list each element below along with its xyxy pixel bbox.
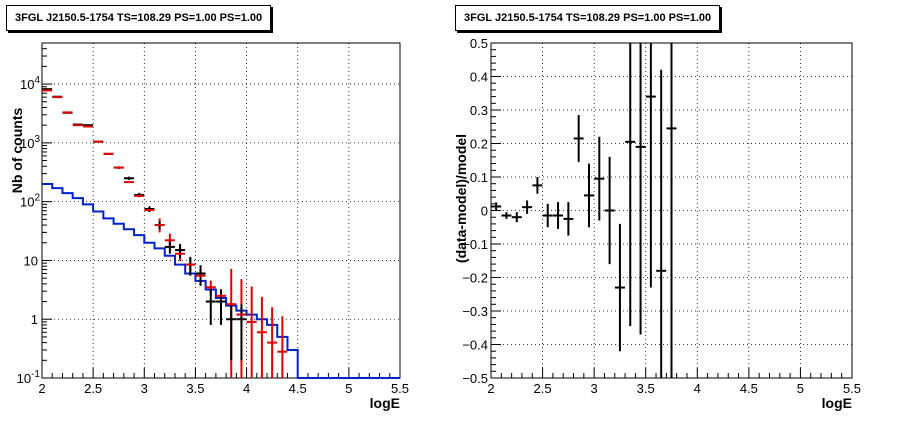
x-tick-label: 4 bbox=[694, 381, 701, 396]
x-tick-label: 3 bbox=[141, 381, 148, 396]
x-axis-label: logE bbox=[370, 395, 400, 411]
x-tick-label: 3.5 bbox=[637, 381, 655, 396]
source-model-histogram bbox=[42, 182, 400, 379]
x-tick-label: 2.5 bbox=[534, 381, 552, 396]
y-tick-label: 103 bbox=[20, 134, 40, 151]
y-tick-label: 0.4 bbox=[470, 70, 488, 85]
y-tick-label: 104 bbox=[20, 75, 40, 92]
y-tick-label: −0.5 bbox=[462, 371, 488, 386]
y-tick-label: 10-1 bbox=[17, 369, 41, 386]
left-plot-title: 3FGL J2150.5-1754 TS=108.29 PS=1.00 PS=1… bbox=[6, 5, 272, 31]
x-tick-label: 2 bbox=[487, 381, 494, 396]
y-tick-label: −0.2 bbox=[462, 271, 488, 286]
y-tick-label: 102 bbox=[20, 193, 40, 210]
y-tick-label: −0.1 bbox=[462, 237, 488, 252]
x-tick-label: 5 bbox=[797, 381, 804, 396]
y-tick-label: 0.5 bbox=[470, 36, 488, 51]
x-tick-label: 5 bbox=[345, 381, 352, 396]
y-axis-label: (data-model)/model bbox=[453, 134, 469, 263]
x-tick-label: 4.5 bbox=[740, 381, 758, 396]
y-tick-label: 0.1 bbox=[470, 170, 488, 185]
x-tick-label: 3 bbox=[591, 381, 598, 396]
x-tick-label: 2.5 bbox=[84, 381, 102, 396]
y-tick-label: 1 bbox=[31, 312, 38, 327]
x-tick-label: 5.5 bbox=[843, 381, 861, 396]
x-tick-label: 2 bbox=[38, 381, 45, 396]
y-tick-label: 0 bbox=[481, 204, 488, 219]
y-tick-label: −0.4 bbox=[462, 338, 488, 353]
y-axis-label: Nb of counts bbox=[9, 108, 25, 194]
x-tick-label: 4 bbox=[243, 381, 250, 396]
y-tick-label: 0.2 bbox=[470, 137, 488, 152]
y-tick-label: 10 bbox=[24, 253, 38, 268]
x-tick-label: 5.5 bbox=[391, 381, 409, 396]
right-plot-title: 3FGL J2150.5-1754 TS=108.29 PS=1.00 PS=1… bbox=[455, 5, 721, 31]
x-tick-label: 4.5 bbox=[289, 381, 307, 396]
y-tick-label: −0.3 bbox=[462, 304, 488, 319]
y-tick-label: 0.3 bbox=[470, 103, 488, 118]
x-axis-label: logE bbox=[822, 395, 852, 411]
x-tick-label: 3.5 bbox=[186, 381, 204, 396]
